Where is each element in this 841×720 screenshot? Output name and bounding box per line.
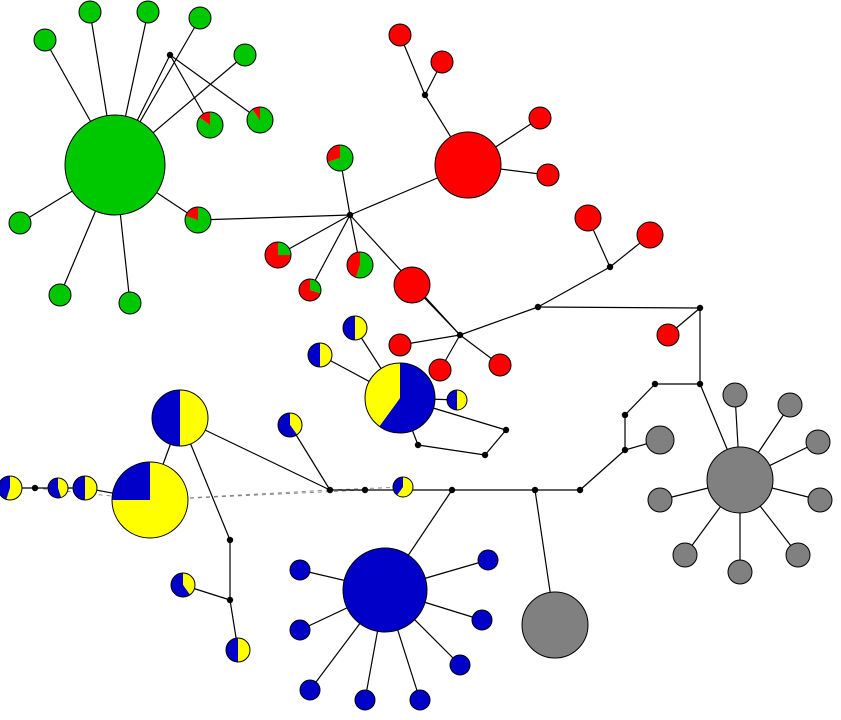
junction-dot: [327, 487, 333, 493]
junction-dot: [482, 452, 488, 458]
edge: [460, 307, 538, 335]
junction-dot: [577, 487, 583, 493]
junction-dot: [415, 442, 421, 448]
junction-dot: [362, 487, 368, 493]
node: [778, 393, 802, 417]
junction-dot: [532, 487, 538, 493]
node: [450, 655, 470, 675]
node: [431, 51, 453, 73]
edge: [418, 445, 485, 455]
junction-dot: [347, 212, 353, 218]
node: [112, 462, 188, 538]
edge: [538, 307, 700, 308]
junction-dot: [227, 597, 233, 603]
node: [185, 207, 211, 233]
node: [637, 222, 663, 248]
node: [0, 476, 22, 500]
node: [394, 267, 430, 303]
node: [299, 279, 321, 301]
junction-dot: [167, 52, 173, 58]
junction-dot: [697, 305, 703, 311]
node: [393, 477, 413, 497]
node: [472, 610, 492, 630]
node: [171, 573, 195, 597]
junction-dot: [697, 381, 703, 387]
node: [435, 132, 501, 198]
edge: [580, 450, 625, 490]
node: [646, 426, 674, 454]
node: [343, 316, 367, 340]
node: [673, 543, 697, 567]
node: [365, 363, 435, 433]
junction-dot: [457, 332, 463, 338]
edge: [538, 267, 610, 307]
edge: [198, 215, 350, 220]
node: [478, 550, 498, 570]
node: [226, 638, 250, 662]
nodes-layer: [0, 1, 832, 710]
node: [723, 383, 747, 407]
junction-dot: [422, 92, 428, 98]
node: [247, 107, 273, 133]
node: [522, 592, 588, 658]
node: [48, 478, 68, 498]
node: [575, 205, 601, 231]
node: [73, 476, 97, 500]
node: [49, 284, 71, 306]
junction-dot: [535, 304, 541, 310]
node: [290, 560, 310, 580]
junction-dot: [607, 264, 613, 270]
node: [707, 447, 773, 513]
node: [728, 560, 752, 584]
node: [197, 112, 223, 138]
edge: [625, 384, 655, 415]
node: [410, 690, 430, 710]
node: [189, 7, 211, 29]
node: [355, 690, 375, 710]
node: [327, 145, 353, 171]
node: [786, 543, 810, 567]
node: [265, 242, 291, 268]
node: [278, 413, 302, 437]
junction-dot: [503, 427, 509, 433]
node: [234, 44, 256, 66]
node: [808, 488, 832, 512]
junction-dot: [32, 485, 38, 491]
node: [300, 680, 320, 700]
node: [489, 354, 511, 376]
network-diagram: [0, 0, 841, 720]
junction-dot: [652, 381, 658, 387]
node: [137, 1, 159, 23]
node: [389, 24, 411, 46]
node: [343, 548, 427, 632]
node: [290, 620, 310, 640]
node: [347, 252, 373, 278]
node: [389, 334, 411, 356]
node: [648, 488, 672, 512]
node: [429, 359, 451, 381]
node: [806, 430, 830, 454]
node: [537, 164, 559, 186]
node: [657, 324, 679, 346]
node: [447, 390, 467, 410]
junction-dot: [622, 412, 628, 418]
node: [9, 212, 31, 234]
node: [79, 1, 101, 23]
junction-dot: [449, 487, 455, 493]
node: [34, 29, 56, 51]
junction-dot: [227, 537, 233, 543]
junction-dot: [622, 447, 628, 453]
node: [308, 343, 332, 367]
node: [152, 390, 208, 446]
node: [119, 292, 141, 314]
node: [65, 115, 165, 215]
node: [529, 107, 551, 129]
edge: [485, 430, 506, 455]
